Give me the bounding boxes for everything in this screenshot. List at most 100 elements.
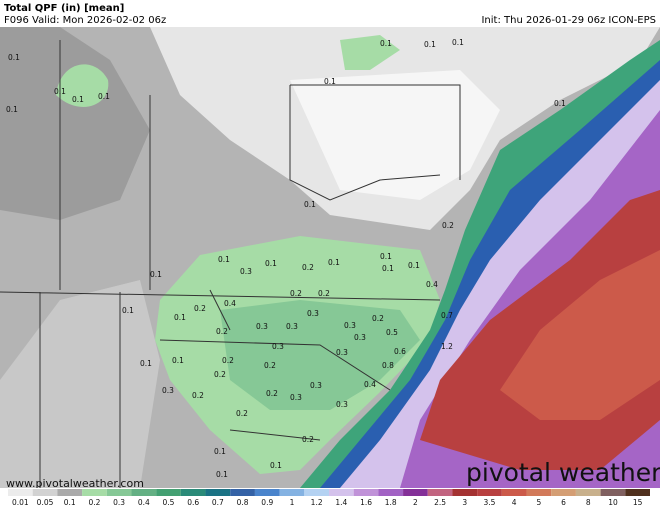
colorbar-swatch xyxy=(378,489,404,496)
map-label: 0.1 xyxy=(216,470,228,479)
colorbar-swatch xyxy=(106,489,132,496)
map-label: 0.3 xyxy=(310,381,322,390)
map-label: 0.2 xyxy=(264,361,276,370)
colorbar-swatch xyxy=(82,489,107,496)
colorbar-label: 0.4 xyxy=(138,498,150,507)
map-label: 0.1 xyxy=(265,259,277,268)
map-label: 0.8 xyxy=(382,361,394,370)
colorbar-label: 0.6 xyxy=(187,498,199,507)
map-label: 0.2 xyxy=(192,391,204,400)
map-label: 0.3 xyxy=(336,400,348,409)
colorbar-label: 10 xyxy=(608,498,618,507)
map-label: 0.6 xyxy=(394,347,406,356)
colorbar-swatch xyxy=(353,489,379,496)
colorbar-swatch xyxy=(452,489,478,496)
colorbar-label: 0.1 xyxy=(64,498,76,507)
map-label: 0.1 xyxy=(8,53,20,62)
map-label: 0.2 xyxy=(302,435,314,444)
map-label: 0.1 xyxy=(408,261,420,270)
map-label: 0.1 xyxy=(6,105,18,114)
dry-region xyxy=(290,70,500,200)
watermark: www.pivotalweather.com xyxy=(6,477,144,490)
valid-time: F096 Valid: Mon 2026-02-02 06z xyxy=(4,15,166,26)
map-label: 0.4 xyxy=(364,380,376,389)
map-label: 0.2 xyxy=(290,289,302,298)
colorbar-swatch xyxy=(526,489,552,496)
colorbar-swatch xyxy=(32,489,58,496)
colorbar-label: 5 xyxy=(536,498,541,507)
colorbar-swatch xyxy=(156,489,181,496)
map-label: 0.1 xyxy=(174,313,186,322)
map-label: 0.2 xyxy=(216,327,228,336)
colorbar-swatch xyxy=(427,489,453,496)
colorbar-label: 6 xyxy=(561,498,566,507)
colorbar-swatch xyxy=(329,489,354,496)
map-label: 0.7 xyxy=(441,311,453,320)
colorbar-swatch xyxy=(600,489,626,496)
green-core xyxy=(220,300,420,410)
colorbar-label: 0.8 xyxy=(237,498,249,507)
map-label: 0.1 xyxy=(304,200,316,209)
map-label: 0.3 xyxy=(354,333,366,342)
map-label: 0.3 xyxy=(240,267,252,276)
map-label: 0.5 xyxy=(386,328,398,337)
colorbar-swatch xyxy=(205,489,231,496)
map-label: 0.2 xyxy=(194,304,206,313)
colorbar-label: 0.2 xyxy=(88,498,100,507)
map-label: 0.1 xyxy=(150,270,162,279)
borders xyxy=(0,40,461,488)
map-label: 0.1 xyxy=(328,258,340,267)
map: www.pivotalweather.com pivotal weather xyxy=(0,27,660,490)
colorbar-swatch xyxy=(575,489,601,496)
map-label: 0.2 xyxy=(236,409,248,418)
map-label: 0.2 xyxy=(318,289,330,298)
map-label: 0.4 xyxy=(426,280,438,289)
map-label: 0.1 xyxy=(324,77,336,86)
map-label: 0.3 xyxy=(307,309,319,318)
colorbar-label: 3.5 xyxy=(484,498,496,507)
ocean-red-core xyxy=(500,250,660,420)
map-label: 0.3 xyxy=(336,348,348,357)
map-label: 1.2 xyxy=(441,342,453,351)
colorbar-label: 0.05 xyxy=(37,498,54,507)
colorbar-swatch xyxy=(57,489,83,496)
colorbar-swatch xyxy=(131,489,157,496)
map-label: 0.2 xyxy=(442,221,454,230)
dark-region xyxy=(0,27,150,220)
map-label: 0.1 xyxy=(140,359,152,368)
colorbar-swatch xyxy=(477,489,502,496)
map-label: 0.1 xyxy=(554,99,566,108)
map-label: 0.1 xyxy=(380,39,392,48)
colorbar-swatch xyxy=(180,489,206,496)
colorbar-swatch xyxy=(304,489,329,496)
map-label: 0.1 xyxy=(98,92,110,101)
colorbar-label: 0.3 xyxy=(113,498,125,507)
map-label: 0.1 xyxy=(424,40,436,49)
colorbar-label: 4 xyxy=(512,498,517,507)
colorbar-swatch xyxy=(230,489,255,496)
colorbar-swatch xyxy=(279,489,305,496)
colorbar-swatch xyxy=(501,489,527,496)
logo: pivotal weather xyxy=(466,458,660,487)
map-label: 0.4 xyxy=(224,299,236,308)
colorbar-swatch xyxy=(551,489,576,496)
map-label: 0.1 xyxy=(452,38,464,47)
map-label: 0.2 xyxy=(222,356,234,365)
colorbar-label: 1.8 xyxy=(385,498,397,507)
colorbar-label: 3 xyxy=(462,498,467,507)
map-label: 0.3 xyxy=(272,342,284,351)
colorbar-label: 0.9 xyxy=(261,498,273,507)
colorbar-swatch xyxy=(8,489,33,496)
colorbar-label: 8 xyxy=(586,498,591,507)
colorbar-label: 1.6 xyxy=(360,498,372,507)
map-label: 0.3 xyxy=(162,386,174,395)
colorbar-swatch xyxy=(254,489,280,496)
map-title: Total QPF (in) [mean] xyxy=(4,3,124,14)
colorbar-label: 1 xyxy=(290,498,295,507)
map-label: 0.2 xyxy=(214,370,226,379)
colorbar-label: 2.5 xyxy=(434,498,446,507)
map-label: 0.1 xyxy=(380,252,392,261)
colorbar-label: 1.4 xyxy=(335,498,347,507)
map-label: 0.1 xyxy=(214,447,226,456)
